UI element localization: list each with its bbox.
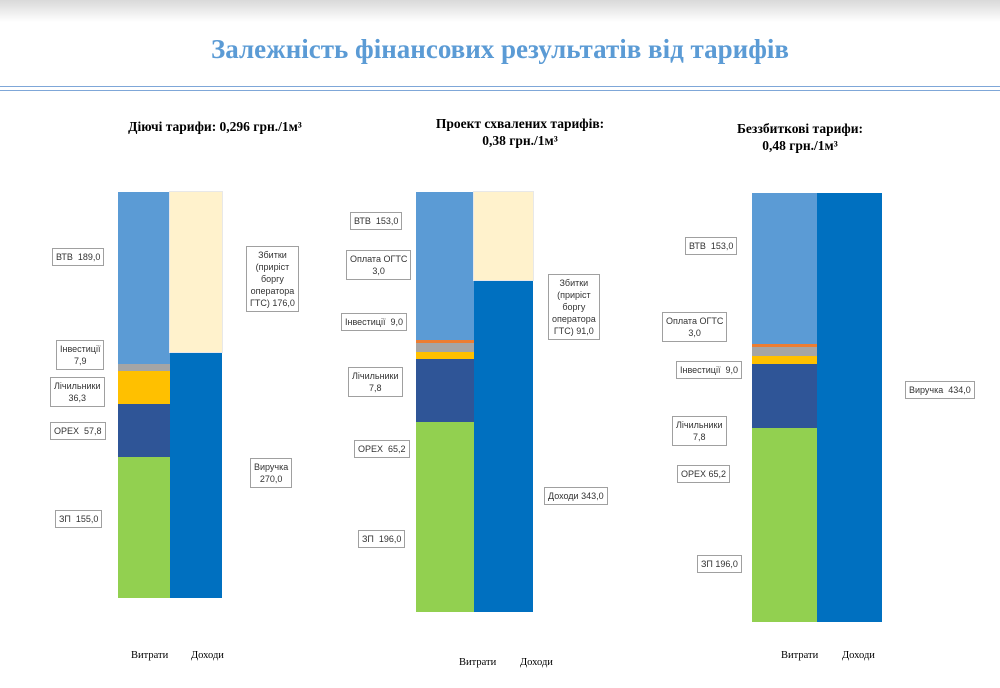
data-label-salary: ЗП 196,0 [358,530,406,548]
bar-segment-revenue [474,280,533,612]
data-label-meters: Лічильники 36,3 [50,377,105,407]
x-tick-label: Витрати [459,657,497,668]
x-tick-label: Витрати [131,650,169,661]
title-divider [0,86,1000,87]
data-label-ogts: Оплата ОГТС 3,0 [346,250,412,280]
bar-segment-revenue [817,193,882,622]
bar-segment-loss [169,190,223,354]
data-label-invest: Інвестиції 9,0 [341,313,407,331]
bar-segment-opex [416,359,474,423]
chart-title: Діючі тарифи: 0,296 грн./1м³ [128,119,302,134]
bar-segment-vtb [416,192,474,341]
data-label-vtb: ВТВ 189,0 [52,248,105,266]
bar-segment-salary [416,422,474,612]
data-label-vtb: ВТВ 153,0 [350,212,403,230]
bar-segment-meters [118,371,170,405]
data-label-opex: OPEX 65,2 [354,440,410,458]
data-label-loss: Збитки (приріст боргу оператора ГТС) 176… [246,246,299,312]
data-label-opex: OPEX 65,2 [677,465,731,483]
bar-segment-vtb [752,193,817,345]
data-label-revenue: Доходи 343,0 [544,487,608,505]
data-label-meters: Лічильники 7,8 [672,416,727,446]
bar-segment-salary [752,428,817,622]
page-title: Залежність фінансових результатів від та… [211,34,789,64]
x-tick-label: Доходи [191,650,224,661]
bar-segment-ogts [416,340,474,343]
top-band [0,0,1000,22]
data-label-invest: Інвестиції 9,0 [676,361,742,379]
x-tick-label: Доходи [842,650,875,661]
bar-segment-salary [118,456,170,598]
bar-segment-invest [752,347,817,357]
data-label-revenue: Виручка 434,0 [905,381,975,399]
x-tick-label: Витрати [781,650,819,661]
data-label-meters: Лічильники 7,8 [348,367,403,397]
title-divider [0,90,1000,91]
chart-title: Беззбиткові тарифи: 0,48 грн./1м³ [737,121,863,153]
data-label-ogts: Оплата ОГТС 3,0 [662,312,728,342]
data-label-invest: Інвестиції 7,9 [56,340,105,370]
bar-segment-meters [416,351,474,360]
bar-segment-loss [473,190,534,282]
bar-segment-opex [752,363,817,429]
data-label-salary: ЗП 155,0 [55,510,103,528]
bar-segment-ogts [752,344,817,348]
data-label-revenue: Виручка 270,0 [250,458,293,488]
bar-segment-invest [416,342,474,352]
bar-segment-opex [118,404,170,457]
data-label-vtb: ВТВ 153,0 [685,237,738,255]
bar-segment-meters [752,356,817,364]
bar-segment-revenue [170,352,222,598]
data-label-loss: Збитки (приріст боргу оператора ГТС) 91,… [548,274,600,340]
data-label-opex: OPEX 57,8 [50,422,106,440]
bar-segment-invest [118,364,170,372]
chart-title: Проект схвалених тарифів: 0,38 грн./1м³ [435,116,605,148]
data-label-salary: ЗП 196,0 [697,555,742,573]
bar-segment-vtb [118,192,170,365]
x-tick-label: Доходи [520,657,553,668]
